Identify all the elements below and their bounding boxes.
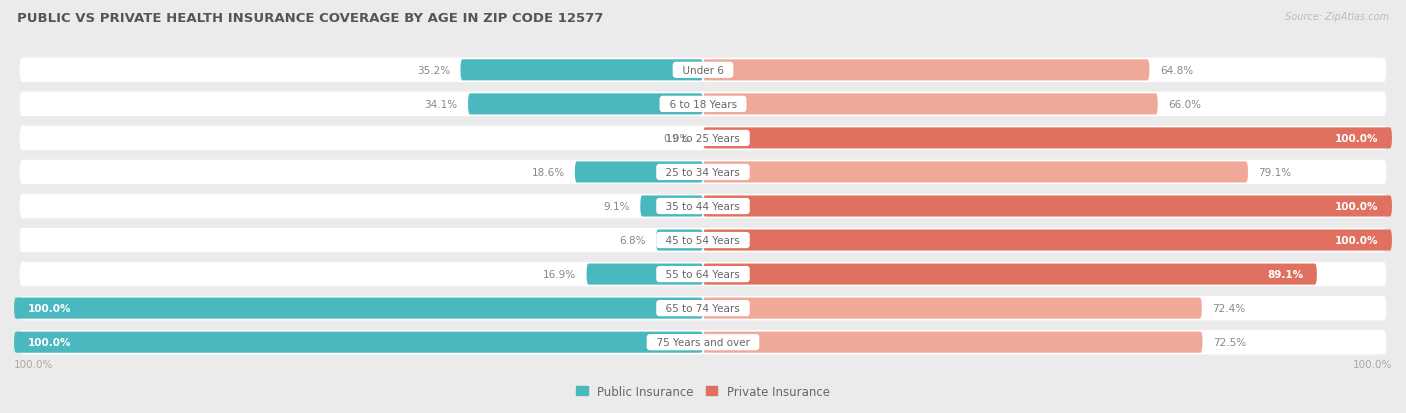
Text: 89.1%: 89.1% — [1267, 269, 1303, 280]
Text: 79.1%: 79.1% — [1258, 168, 1291, 178]
Text: 100.0%: 100.0% — [1334, 235, 1378, 245]
FancyBboxPatch shape — [20, 160, 1386, 185]
FancyBboxPatch shape — [575, 162, 703, 183]
Text: 35.2%: 35.2% — [418, 66, 450, 76]
Text: 100.0%: 100.0% — [1353, 359, 1392, 369]
FancyBboxPatch shape — [468, 94, 703, 115]
FancyBboxPatch shape — [20, 126, 1386, 151]
FancyBboxPatch shape — [703, 298, 1202, 319]
Text: 72.4%: 72.4% — [1212, 304, 1246, 313]
Text: 6.8%: 6.8% — [619, 235, 645, 245]
Text: 66.0%: 66.0% — [1168, 100, 1201, 109]
FancyBboxPatch shape — [20, 194, 1386, 219]
Text: 55 to 64 Years: 55 to 64 Years — [659, 269, 747, 280]
FancyBboxPatch shape — [20, 330, 1386, 354]
Text: 16.9%: 16.9% — [543, 269, 576, 280]
Text: 100.0%: 100.0% — [14, 359, 53, 369]
FancyBboxPatch shape — [461, 60, 703, 81]
FancyBboxPatch shape — [703, 230, 1392, 251]
Legend: Public Insurance, Private Insurance: Public Insurance, Private Insurance — [571, 380, 835, 402]
Text: 72.5%: 72.5% — [1213, 337, 1246, 347]
FancyBboxPatch shape — [703, 60, 1150, 81]
Text: 45 to 54 Years: 45 to 54 Years — [659, 235, 747, 245]
Text: 19 to 25 Years: 19 to 25 Years — [659, 133, 747, 144]
FancyBboxPatch shape — [586, 264, 703, 285]
Text: 35 to 44 Years: 35 to 44 Years — [659, 202, 747, 211]
Text: 25 to 34 Years: 25 to 34 Years — [659, 168, 747, 178]
Text: 100.0%: 100.0% — [1334, 133, 1378, 144]
Text: 100.0%: 100.0% — [28, 304, 72, 313]
Text: Source: ZipAtlas.com: Source: ZipAtlas.com — [1285, 12, 1389, 22]
Text: 34.1%: 34.1% — [425, 100, 458, 109]
FancyBboxPatch shape — [703, 196, 1392, 217]
Text: PUBLIC VS PRIVATE HEALTH INSURANCE COVERAGE BY AGE IN ZIP CODE 12577: PUBLIC VS PRIVATE HEALTH INSURANCE COVER… — [17, 12, 603, 25]
FancyBboxPatch shape — [657, 230, 703, 251]
Text: 100.0%: 100.0% — [1334, 202, 1378, 211]
Text: 65 to 74 Years: 65 to 74 Years — [659, 304, 747, 313]
FancyBboxPatch shape — [20, 262, 1386, 287]
FancyBboxPatch shape — [703, 128, 1392, 149]
Text: 64.8%: 64.8% — [1160, 66, 1192, 76]
Text: Under 6: Under 6 — [676, 66, 730, 76]
FancyBboxPatch shape — [703, 332, 1202, 353]
FancyBboxPatch shape — [20, 59, 1386, 83]
FancyBboxPatch shape — [703, 162, 1249, 183]
FancyBboxPatch shape — [20, 93, 1386, 117]
Text: 18.6%: 18.6% — [531, 168, 565, 178]
Text: 9.1%: 9.1% — [603, 202, 630, 211]
FancyBboxPatch shape — [20, 228, 1386, 253]
FancyBboxPatch shape — [14, 298, 703, 319]
FancyBboxPatch shape — [703, 94, 1157, 115]
Text: 6 to 18 Years: 6 to 18 Years — [662, 100, 744, 109]
FancyBboxPatch shape — [703, 264, 1317, 285]
FancyBboxPatch shape — [640, 196, 703, 217]
Text: 0.0%: 0.0% — [664, 133, 689, 144]
Text: 75 Years and over: 75 Years and over — [650, 337, 756, 347]
Text: 100.0%: 100.0% — [28, 337, 72, 347]
FancyBboxPatch shape — [20, 296, 1386, 320]
FancyBboxPatch shape — [14, 332, 703, 353]
